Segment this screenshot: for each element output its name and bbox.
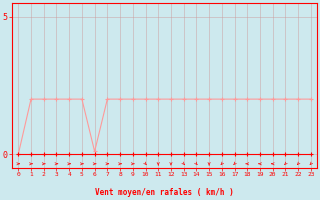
X-axis label: Vent moyen/en rafales ( km/h ): Vent moyen/en rafales ( km/h ): [95, 188, 234, 197]
